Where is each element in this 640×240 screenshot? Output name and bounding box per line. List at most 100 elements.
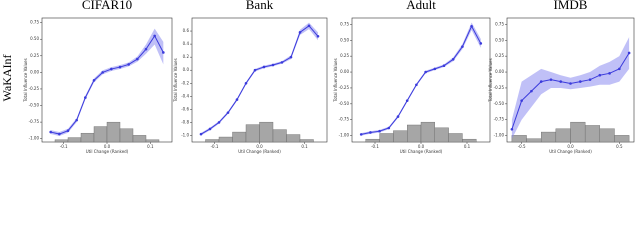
point bbox=[280, 61, 284, 64]
point bbox=[144, 47, 148, 51]
point bbox=[415, 83, 418, 87]
confidence-band bbox=[511, 37, 630, 139]
y-tick-label: 0.50 bbox=[30, 36, 39, 41]
y-tick-label: 0.75 bbox=[30, 20, 39, 25]
x-tick-label: 0.0 bbox=[567, 144, 574, 149]
row-label: WaKAInf bbox=[0, 54, 14, 101]
histogram-bar bbox=[299, 139, 314, 143]
x-tick-label: 0.5 bbox=[616, 144, 623, 149]
confidence-band bbox=[50, 28, 164, 137]
point bbox=[298, 31, 302, 34]
y-tick-label: 0.50 bbox=[495, 37, 504, 42]
point bbox=[405, 99, 409, 102]
point bbox=[217, 121, 221, 124]
histogram-bar bbox=[540, 131, 557, 143]
histogram-bar bbox=[54, 139, 69, 143]
histogram-bar bbox=[365, 138, 380, 143]
histogram-bar bbox=[245, 124, 260, 143]
histogram-bar bbox=[119, 128, 134, 143]
point bbox=[127, 63, 130, 66]
histogram-bar bbox=[599, 128, 615, 143]
x-tick-label: 0.1 bbox=[464, 144, 471, 149]
point bbox=[461, 45, 464, 48]
y-tick-label: -0.50 bbox=[339, 101, 350, 106]
histogram-bar bbox=[555, 128, 571, 143]
y-tick-label: -0.6 bbox=[181, 106, 189, 111]
point bbox=[262, 65, 266, 69]
y-tick-label: 0.75 bbox=[495, 21, 504, 26]
point bbox=[369, 131, 372, 134]
histogram-bar bbox=[80, 132, 95, 143]
y-tick-label: -1.00 bbox=[339, 133, 350, 138]
point bbox=[153, 34, 156, 38]
histogram-bar bbox=[132, 135, 147, 143]
point bbox=[396, 115, 400, 118]
histogram-bar bbox=[584, 125, 601, 143]
point bbox=[66, 129, 70, 133]
y-tick-label: -0.8 bbox=[181, 119, 189, 124]
y-tick-label: 0.00 bbox=[495, 69, 504, 74]
histogram-bar bbox=[462, 138, 477, 143]
x-tick-label: -0.1 bbox=[211, 144, 219, 149]
x-tick-label: 0.0 bbox=[104, 144, 111, 149]
histogram-bar bbox=[259, 121, 274, 143]
y-tick-label: 0.25 bbox=[495, 53, 504, 58]
y-tick-label: -0.50 bbox=[494, 101, 505, 106]
point bbox=[271, 63, 275, 67]
point bbox=[307, 24, 311, 28]
histogram-bar bbox=[93, 126, 108, 143]
x-tick-label: 0.1 bbox=[147, 144, 154, 149]
x-tick-label: -0.5 bbox=[518, 144, 526, 149]
y-tick-label: -1.0 bbox=[181, 132, 189, 137]
histogram-bar bbox=[448, 133, 463, 143]
point bbox=[75, 118, 78, 122]
point bbox=[235, 98, 239, 101]
y-axis-label: Total Influence Values bbox=[488, 58, 493, 102]
y-tick-label: -0.4 bbox=[181, 93, 189, 98]
point bbox=[49, 130, 52, 134]
x-tick-label: -0.1 bbox=[371, 144, 379, 149]
y-tick-label: -0.25 bbox=[494, 85, 505, 90]
y-tick-label: -0.75 bbox=[29, 119, 40, 124]
point bbox=[58, 132, 61, 136]
line bbox=[200, 25, 319, 135]
y-tick-label: 0.2 bbox=[183, 54, 190, 59]
histogram-bar bbox=[67, 137, 82, 143]
y-tick-label: -0.2 bbox=[181, 80, 189, 85]
histogram-bar bbox=[407, 124, 422, 143]
point bbox=[226, 111, 230, 114]
panel: CIFAR10 0.75 0.50 0.25 0.00 -0.25 -0.50 -0.75 -1… bbox=[23, 0, 173, 154]
confidence-band bbox=[201, 22, 318, 136]
point bbox=[162, 51, 165, 54]
point bbox=[118, 65, 122, 69]
y-tick-label: 0.50 bbox=[340, 37, 349, 42]
histogram-bar bbox=[393, 130, 408, 143]
y-tick-label: -0.75 bbox=[339, 117, 350, 122]
y-axis-label: Total Influence Values bbox=[23, 58, 28, 102]
point bbox=[618, 67, 621, 71]
y-axis-label: Total Influence Values bbox=[333, 58, 338, 102]
point bbox=[359, 133, 363, 136]
point bbox=[378, 129, 381, 133]
histogram-bar bbox=[526, 138, 542, 143]
panel: IMDB 0.75 0.50 0.25 0.00 -0.25 -0.50 -0.75 -1.00… bbox=[488, 0, 635, 154]
histogram-bar bbox=[511, 135, 527, 143]
figure: WaKAInf CIFAR10 0.75 0.50 0.25 0.00 -0.25 -0.5… bbox=[0, 0, 635, 154]
histogram-bar bbox=[434, 127, 449, 143]
histogram-bar bbox=[218, 136, 233, 143]
y-tick-label: 0.25 bbox=[30, 53, 39, 58]
point bbox=[588, 78, 592, 81]
panel: Adult 0.75 0.50 0.25 0.00 -0.25 -0.50 -0.75 -1.0… bbox=[333, 0, 491, 154]
point bbox=[424, 70, 427, 74]
histogram-bar bbox=[570, 121, 586, 143]
histogram-bar bbox=[145, 139, 160, 143]
histogram-bar bbox=[379, 133, 394, 143]
point bbox=[101, 71, 104, 74]
point bbox=[470, 24, 473, 28]
y-tick-label: -1.00 bbox=[29, 136, 40, 141]
line bbox=[361, 25, 482, 135]
x-tick-label: -0.1 bbox=[60, 144, 68, 149]
x-axis-label: Util Change (Ranked) bbox=[86, 149, 129, 154]
x-axis-label: Util Change (Ranked) bbox=[549, 149, 592, 154]
point bbox=[608, 72, 611, 75]
